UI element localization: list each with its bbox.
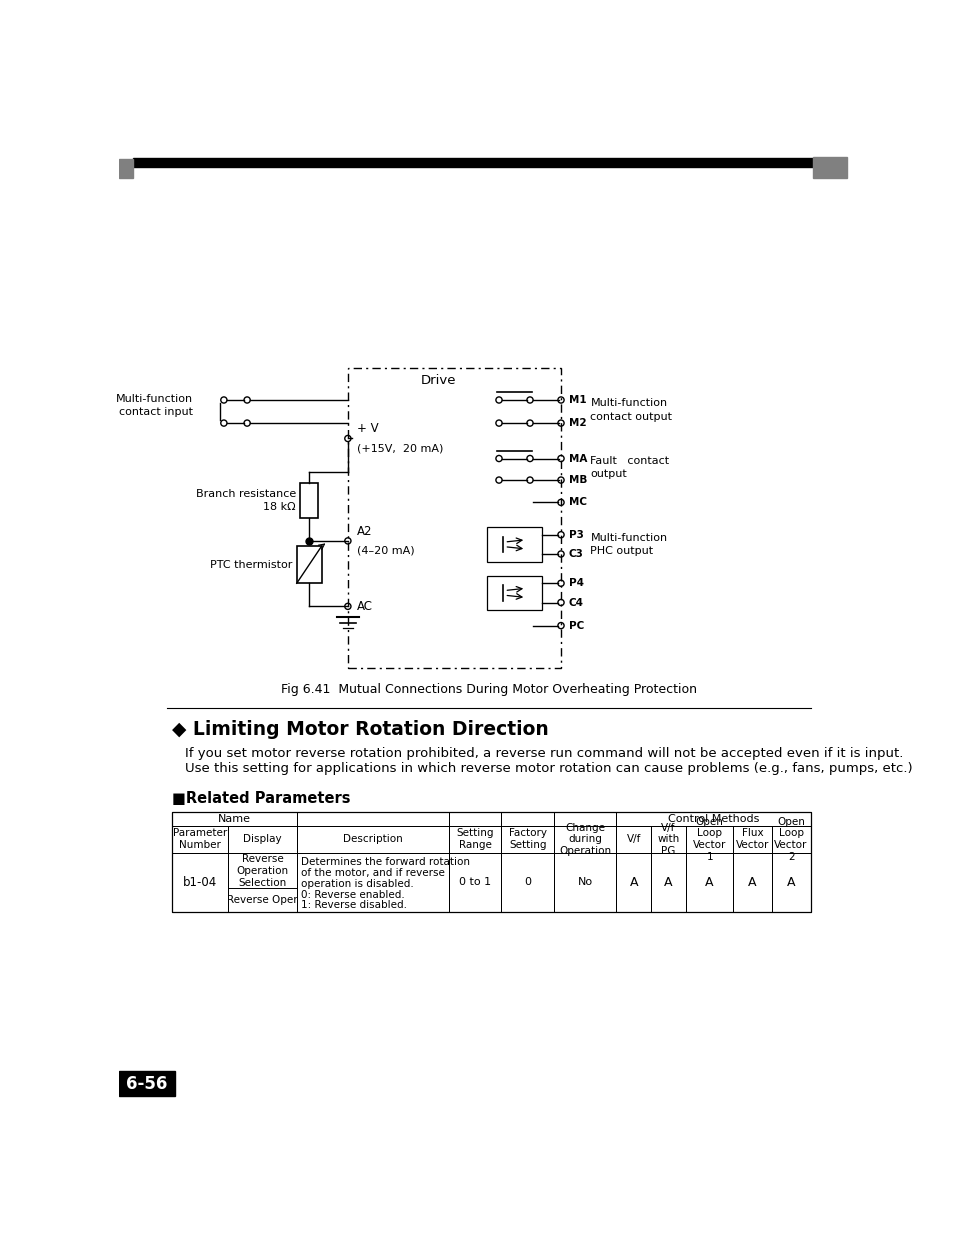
Text: operation is disabled.: operation is disabled. [301, 879, 414, 889]
Bar [733, 852, 771, 911]
Text: PTC thermistor: PTC thermistor [211, 559, 293, 569]
Bar [685, 826, 733, 852]
Text: ◆ Limiting Motor Rotation Direction: ◆ Limiting Motor Rotation Direction [172, 720, 548, 740]
Text: Reverse Oper: Reverse Oper [227, 895, 297, 905]
Text: Open
Loop
Vector
1: Open Loop Vector 1 [692, 816, 725, 862]
Text: V/f: V/f [626, 835, 640, 845]
Bar [812, 157, 846, 178]
Bar [501, 852, 554, 911]
Text: 0: Reverse enabled.: 0: Reverse enabled. [301, 889, 404, 900]
Text: MB: MB [568, 475, 586, 485]
Bar [771, 826, 810, 852]
Bar [449, 852, 501, 911]
Text: Description: Description [343, 835, 402, 845]
Text: A: A [747, 876, 756, 889]
Text: Branch resistance
18 kΩ: Branch resistance 18 kΩ [195, 489, 295, 513]
Bar [348, 368, 560, 668]
Bar [296, 546, 321, 583]
Bar [554, 811, 616, 826]
Text: ■Related Parameters: ■Related Parameters [172, 792, 350, 806]
Text: A: A [629, 876, 638, 889]
Bar [771, 852, 810, 911]
Bar [449, 811, 501, 826]
Text: of the motor, and if reverse: of the motor, and if reverse [301, 868, 444, 878]
Bar [172, 811, 810, 911]
Bar [133, 158, 826, 168]
Bar [172, 811, 296, 826]
Text: + V: + V [356, 422, 378, 436]
Text: Determines the forward rotation: Determines the forward rotation [301, 857, 470, 867]
Text: A2: A2 [356, 525, 373, 537]
Bar [296, 852, 449, 911]
Text: A: A [704, 876, 713, 889]
Text: Multi-function
contact output: Multi-function contact output [590, 399, 672, 421]
Text: M1: M1 [568, 395, 586, 405]
Text: Control Methods: Control Methods [667, 814, 759, 824]
Bar [119, 1072, 174, 1097]
Bar [501, 811, 554, 826]
Bar [119, 159, 133, 178]
Bar [172, 852, 228, 911]
Text: Drive: Drive [420, 374, 456, 387]
Bar [228, 826, 296, 852]
Text: 0 to 1: 0 to 1 [458, 877, 491, 888]
Bar [228, 852, 296, 911]
Text: Setting
Range: Setting Range [456, 829, 494, 850]
Text: Use this setting for applications in which reverse motor rotation can cause prob: Use this setting for applications in whi… [185, 762, 912, 774]
Text: C3: C3 [568, 550, 583, 559]
Bar [554, 852, 616, 911]
Text: Fault   contact
output: Fault contact output [590, 456, 669, 479]
Text: A: A [786, 876, 795, 889]
Text: M2: M2 [568, 419, 586, 429]
Text: 6-56: 6-56 [127, 1074, 168, 1093]
Text: Change
during
Operation: Change during Operation [558, 823, 611, 856]
Text: P4: P4 [568, 578, 583, 588]
Text: P3: P3 [568, 530, 583, 540]
Bar [487, 527, 541, 562]
Text: 1: Reverse disabled.: 1: Reverse disabled. [301, 900, 407, 910]
Bar [616, 811, 810, 826]
Text: If you set motor reverse rotation prohibited, a reverse run command will not be : If you set motor reverse rotation prohib… [185, 747, 902, 761]
Text: MC: MC [568, 498, 586, 508]
Text: Open
Loop
Vector
2: Open Loop Vector 2 [774, 816, 807, 862]
Text: (+15V,  20 mA): (+15V, 20 mA) [356, 443, 443, 453]
Text: C4: C4 [568, 598, 583, 608]
Bar [299, 483, 318, 517]
Text: MA: MA [568, 453, 586, 463]
Bar [685, 852, 733, 911]
Text: Flux
Vector: Flux Vector [735, 829, 768, 850]
Bar [487, 576, 541, 610]
Text: Display: Display [243, 835, 282, 845]
Bar [733, 826, 771, 852]
Text: Multi-function
contact input: Multi-function contact input [115, 394, 193, 417]
Text: 0: 0 [523, 877, 531, 888]
Text: AC: AC [356, 600, 373, 613]
Text: No: No [577, 877, 592, 888]
Bar [296, 826, 449, 852]
Text: b1-04: b1-04 [183, 876, 217, 889]
Text: (4–20 mA): (4–20 mA) [356, 546, 415, 556]
Text: Name: Name [218, 814, 251, 824]
Bar [616, 826, 650, 852]
Bar [172, 826, 228, 852]
Text: PC: PC [568, 621, 583, 631]
Text: Parameter
Number: Parameter Number [172, 829, 227, 850]
Text: Reverse
Operation
Selection: Reverse Operation Selection [236, 853, 289, 888]
Bar [650, 852, 685, 911]
Bar [554, 826, 616, 852]
Text: Multi-function
PHC output: Multi-function PHC output [590, 532, 667, 556]
Bar [616, 852, 650, 911]
Text: Factory
Setting: Factory Setting [508, 829, 546, 850]
Bar [296, 811, 449, 826]
Text: A: A [663, 876, 672, 889]
Bar [501, 826, 554, 852]
Text: V/f
with
PG: V/f with PG [657, 823, 679, 856]
Bar [650, 826, 685, 852]
Bar [449, 826, 501, 852]
Text: Fig 6.41  Mutual Connections During Motor Overheating Protection: Fig 6.41 Mutual Connections During Motor… [280, 683, 697, 697]
